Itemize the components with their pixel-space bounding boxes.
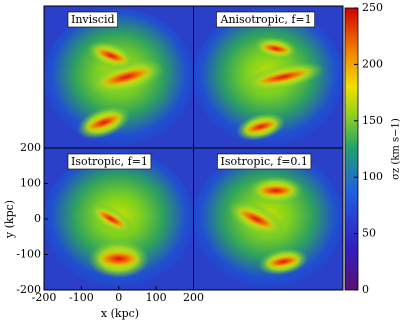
panel-title: Isotropic, f=1: [71, 155, 148, 168]
hot-region: [265, 255, 301, 268]
panel-title-box: [216, 11, 315, 28]
panels: Inviscid Anisotropic, f=1 Isotropic, f=1 Is…: [43, 5, 344, 291]
panel-title-box: [67, 153, 152, 170]
y-tick-label: -100: [16, 248, 41, 261]
y-tick-label: 200: [20, 141, 41, 154]
colorbar-tick-label: 150: [362, 114, 383, 127]
hot-region: [236, 208, 277, 230]
panel-title-box: [67, 11, 118, 28]
hot-region: [95, 209, 128, 229]
hot-region: [255, 184, 296, 197]
y-tick-label: 0: [34, 212, 41, 225]
colorbar-tick-label: 250: [362, 1, 383, 14]
x-tick-label: 0: [115, 291, 122, 304]
panel: Inviscid: [43, 5, 194, 149]
y-tick-label: -200: [16, 283, 41, 296]
hot-region: [99, 67, 154, 87]
y-axis-label: y (kpc): [3, 200, 16, 239]
x-tick-label: 100: [146, 291, 167, 304]
panel-frame: [193, 147, 344, 291]
panel-title: Anisotropic, f=1: [220, 13, 312, 26]
colorbar-tick-label: 50: [362, 227, 376, 240]
x-tick-label: 200: [183, 291, 204, 304]
colorbar-tick-label: 200: [362, 57, 383, 70]
hot-region: [253, 68, 313, 86]
hot-region: [96, 250, 141, 268]
panel: Anisotropic, f=1: [193, 5, 344, 149]
y-tick-label: 100: [20, 177, 41, 190]
hot-region: [84, 113, 123, 132]
panel-title-box: [217, 153, 312, 170]
panel: Isotropic, f=1: [43, 147, 194, 291]
colorbar-tick-label: 100: [362, 170, 383, 183]
hot-region: [94, 47, 129, 64]
panel-title: Inviscid: [71, 13, 115, 26]
panel-title: Isotropic, f=0.1: [221, 155, 308, 168]
hot-region: [243, 119, 279, 134]
colorbar-label: σz (km s−1): [391, 118, 402, 180]
colorbar: [344, 7, 359, 291]
x-axis-label: x (kpc): [101, 307, 139, 320]
axes: -200 -100 0 100 200 -200 -100 0 100 200: [16, 141, 204, 304]
panel: Isotropic, f=0.1: [193, 147, 344, 291]
x-tick-label: -100: [69, 291, 94, 304]
colorbar-tick-label: 0: [362, 283, 369, 296]
x-tick-label: -200: [32, 291, 57, 304]
hot-region: [259, 43, 292, 55]
